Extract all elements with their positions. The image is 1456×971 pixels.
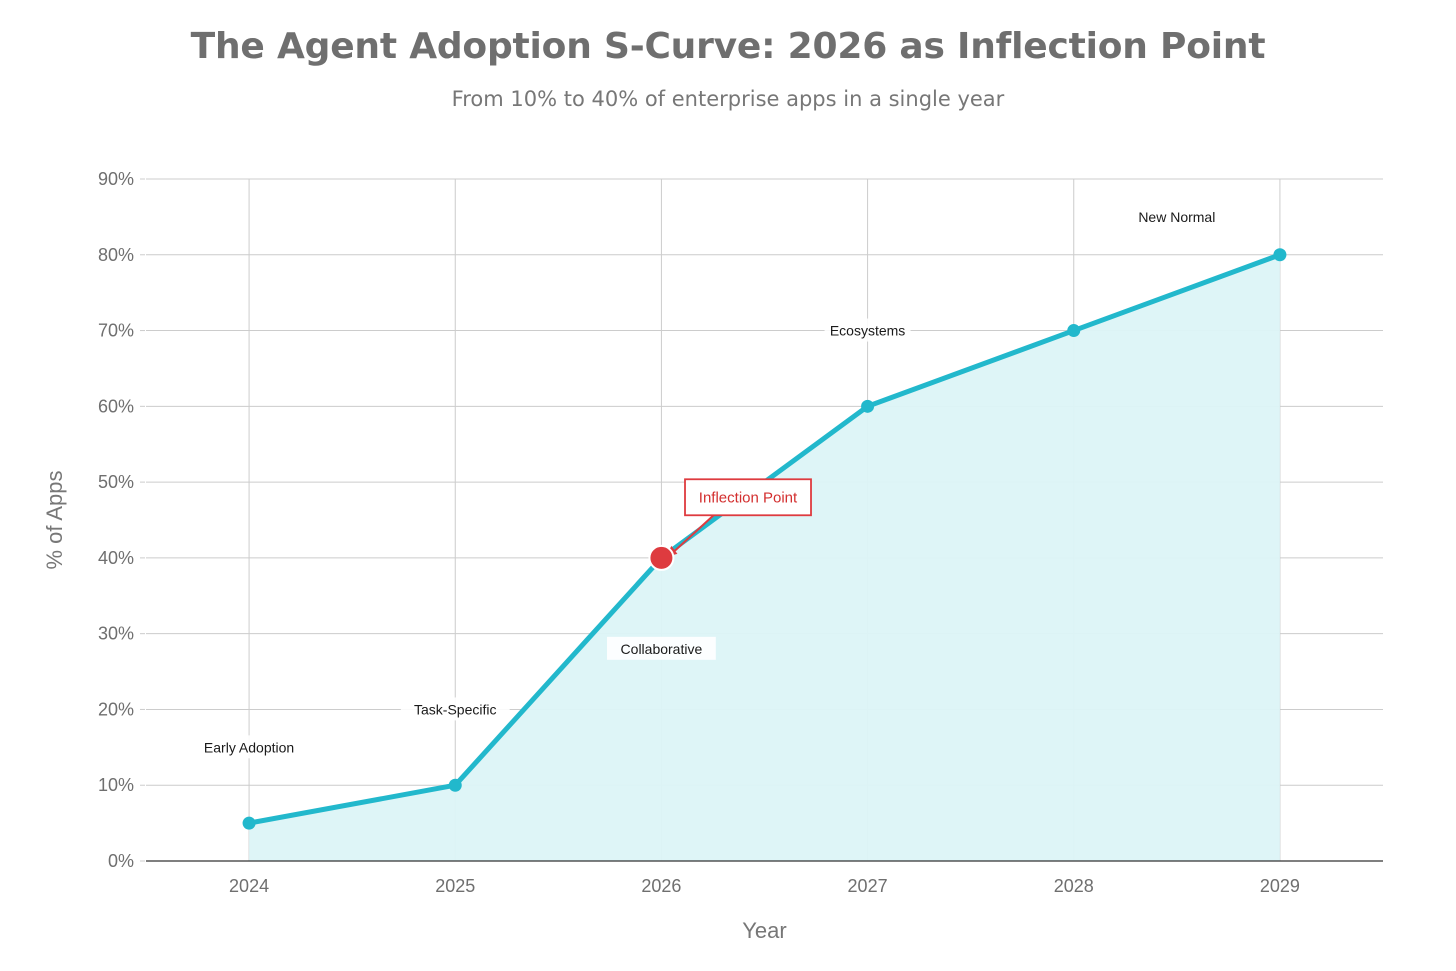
y-tick-label: 90% <box>98 169 134 189</box>
y-axis-title: % of Apps <box>42 470 67 569</box>
y-tick-label: 60% <box>98 396 134 416</box>
chart-title: The Agent Adoption S-Curve: 2026 as Infl… <box>190 26 1266 67</box>
area-fill <box>249 254 1280 861</box>
y-tick-label: 40% <box>98 548 134 568</box>
data-point-2028 <box>1067 324 1081 338</box>
stage-label-bg <box>1133 204 1220 228</box>
stage-label: Task-Specific <box>414 701 496 717</box>
x-axis-title: Year <box>742 918 786 943</box>
stage-label-bg <box>824 318 911 342</box>
y-tick-label: 80% <box>98 245 134 265</box>
stage-label: Ecosystems <box>830 323 905 339</box>
label-layer: Early Adoption Task-Specific Collaborative… <box>190 204 1220 759</box>
data-point-2029 <box>1273 248 1287 262</box>
chart-subtitle: From 10% to 40% of enterprise apps in a … <box>451 87 1005 111</box>
x-tick-label: 2029 <box>1260 876 1300 896</box>
stage-label-bg <box>607 636 716 660</box>
data-point-2024 <box>242 816 256 830</box>
inflection-label: Inflection Point <box>699 489 798 506</box>
stage-label-bg <box>400 697 510 721</box>
area-layer <box>249 254 1280 861</box>
x-tick-label: 2027 <box>848 876 888 896</box>
y-tick-label: 20% <box>98 699 134 719</box>
x-tick-label: 2026 <box>641 876 681 896</box>
inflection-marker <box>648 544 675 571</box>
data-point-2025 <box>448 778 462 792</box>
y-tick-label: 70% <box>98 321 134 341</box>
inflection-label-box <box>684 478 812 517</box>
stage-label: New Normal <box>1138 209 1215 225</box>
y-tick-label: 50% <box>98 472 134 492</box>
x-tick-label: 2024 <box>229 876 269 896</box>
data-point-2027 <box>861 399 875 413</box>
stage-label: Early Adoption <box>204 739 294 755</box>
stage-label: Collaborative <box>621 641 703 657</box>
inflection-arrow <box>670 510 719 555</box>
x-tick-label: 2028 <box>1054 876 1094 896</box>
y-tick-label: 10% <box>98 775 134 795</box>
y-tick-label: 0% <box>108 851 134 871</box>
x-tick-label: 2025 <box>435 876 475 896</box>
stage-label-bg <box>190 735 308 759</box>
axis-layer: 0% 10% 20% 30% 40% 50% 60% 70% 80% 90% 2024 2025 202… <box>42 169 1383 943</box>
y-tick-label: 30% <box>98 624 134 644</box>
